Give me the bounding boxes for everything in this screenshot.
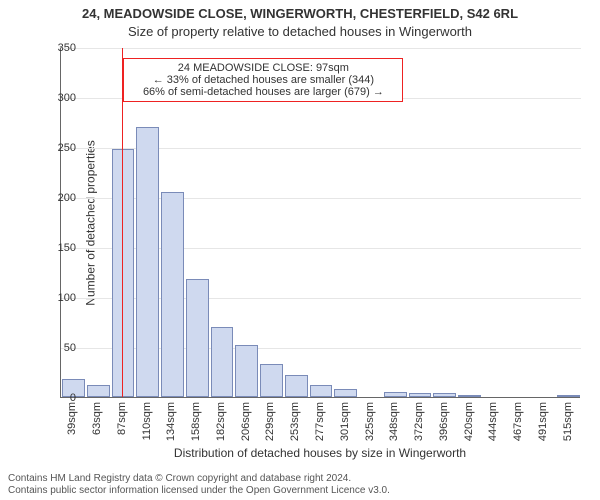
y-tick-label: 350 (44, 42, 76, 54)
histogram-bar (112, 149, 135, 397)
annotation-line: 24 MEADOWSIDE CLOSE: 97sqm (130, 62, 396, 74)
chart-plot-area: 24 MEADOWSIDE CLOSE: 97sqm← 33% of detac… (60, 48, 580, 398)
histogram-bar (458, 395, 481, 397)
x-tick-label: 301sqm (339, 402, 351, 441)
x-tick-label: 325sqm (364, 402, 376, 441)
histogram-bar (235, 345, 258, 397)
x-tick-label: 491sqm (537, 402, 549, 441)
x-tick-label: 396sqm (438, 402, 450, 441)
x-tick-label: 39sqm (66, 402, 78, 435)
x-tick-label: 229sqm (264, 402, 276, 441)
y-tick-label: 50 (44, 342, 76, 354)
annotation-box: 24 MEADOWSIDE CLOSE: 97sqm← 33% of detac… (123, 58, 403, 102)
histogram-bar (384, 392, 407, 397)
gridline (61, 48, 581, 49)
y-tick-label: 250 (44, 142, 76, 154)
x-tick-label: 253sqm (289, 402, 301, 441)
x-tick-label: 277sqm (314, 402, 326, 441)
x-tick-label: 467sqm (512, 402, 524, 441)
y-tick-label: 300 (44, 92, 76, 104)
annotation-line: ← 33% of detached houses are smaller (34… (130, 74, 396, 86)
annotation-line: 66% of semi-detached houses are larger (… (130, 86, 396, 98)
x-tick-label: 158sqm (190, 402, 202, 441)
histogram-bar (136, 127, 159, 397)
x-tick-label: 110sqm (141, 402, 153, 440)
histogram-bar (260, 364, 283, 397)
y-tick-label: 100 (44, 292, 76, 304)
histogram-bar (310, 385, 333, 397)
y-tick-label: 150 (44, 242, 76, 254)
x-tick-label: 134sqm (165, 402, 177, 441)
histogram-bar (87, 385, 110, 397)
histogram-bar (161, 192, 184, 397)
x-axis-label: Distribution of detached houses by size … (60, 446, 580, 460)
histogram-bar (211, 327, 234, 397)
chart-title-address: 24, MEADOWSIDE CLOSE, WINGERWORTH, CHEST… (0, 6, 600, 21)
x-tick-label: 63sqm (91, 402, 103, 435)
histogram-bar (433, 393, 456, 397)
histogram-bar (186, 279, 209, 397)
x-tick-label: 372sqm (413, 402, 425, 441)
x-tick-label: 444sqm (487, 402, 499, 441)
footer-line-1: Contains HM Land Registry data © Crown c… (8, 473, 592, 485)
x-tick-label: 87sqm (116, 402, 128, 435)
footer-line-2: Contains public sector information licen… (8, 485, 592, 497)
histogram-bar (285, 375, 308, 397)
x-tick-label: 206sqm (240, 402, 252, 441)
y-tick-label: 200 (44, 192, 76, 204)
histogram-bar (409, 393, 432, 397)
x-tick-label: 182sqm (215, 402, 227, 441)
x-tick-label: 515sqm (562, 402, 574, 441)
chart-title-desc: Size of property relative to detached ho… (0, 24, 600, 39)
histogram-bar (334, 389, 357, 397)
x-tick-label: 420sqm (463, 402, 475, 441)
histogram-bar (557, 395, 580, 397)
x-tick-label: 348sqm (388, 402, 400, 441)
footer-attribution: Contains HM Land Registry data © Crown c… (8, 473, 592, 497)
